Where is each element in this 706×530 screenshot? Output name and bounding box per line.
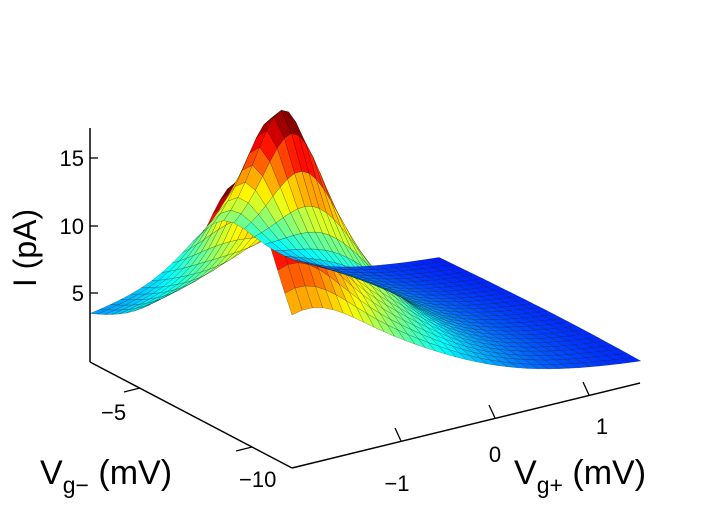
vg-plus-axis-label: Vg+ (mV) [514, 454, 646, 498]
surface-facet [428, 257, 447, 263]
z-axis-label: I (pA) [7, 209, 43, 287]
vg-plus-tick-mark [582, 381, 590, 396]
vg-plus-tick-label: 1 [596, 414, 608, 439]
vg-plus-axis: −1 0 1 Vg+ (mV) [291, 381, 646, 498]
vg-minus-axis: −5 −10 Vg− (mV) [40, 361, 293, 498]
vg-minus-label-base: V [40, 454, 63, 492]
z-tick-label: 10 [60, 214, 84, 239]
vg-minus-tick-label: −10 [239, 467, 276, 492]
vg-plus-tick-mark [488, 404, 496, 419]
vg-minus-tick-label: −5 [101, 400, 126, 425]
vg-plus-axis-line [291, 382, 641, 469]
vg-plus-label-base: V [514, 454, 537, 492]
z-tick-label: 5 [72, 281, 84, 306]
z-axis: 15 10 5 I (pA) [7, 128, 98, 362]
vg-plus-tick-label: −1 [384, 471, 409, 496]
vg-plus-tick-mark [394, 427, 402, 442]
vg-plus-label-unit: (mV) [572, 454, 646, 492]
vg-minus-label-unit: (mV) [98, 454, 172, 492]
surface-mesh [90, 109, 642, 370]
vg-minus-axis-line [89, 361, 293, 469]
vg-plus-label-subscript: g+ [537, 472, 563, 498]
vg-minus-tick-mark [123, 387, 141, 393]
vg-plus-tick-label: 0 [489, 442, 501, 467]
vg-minus-axis-label: Vg− (mV) [40, 454, 172, 498]
vg-minus-tick-mark [235, 446, 253, 452]
vg-minus-label-subscript: g− [63, 472, 89, 498]
z-tick-label: 15 [60, 146, 84, 171]
